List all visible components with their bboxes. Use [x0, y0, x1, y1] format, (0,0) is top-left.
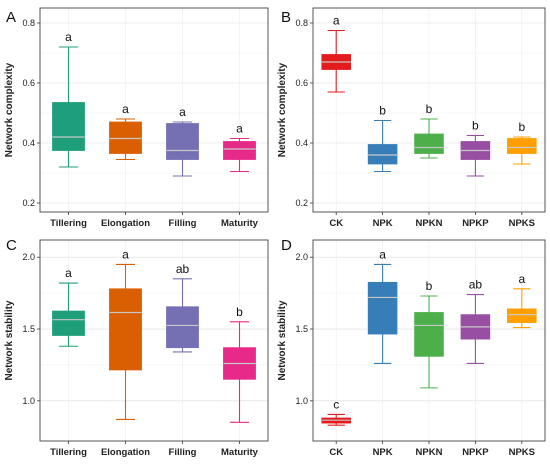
significance-letter: b [426, 102, 433, 116]
box-ck: a [321, 14, 351, 93]
x-tick-label: NPKS [509, 218, 535, 229]
box-maturity: a [223, 122, 256, 173]
panel-b: 0.2 0.4 0.6 0.8 Network complexity a CK b NPK b NP… [277, 7, 546, 229]
box-ck: c [321, 397, 351, 426]
significance-letter: b [379, 104, 386, 118]
y-tick-label: 2.0 [295, 252, 308, 262]
x-tick-label: Maturity [221, 218, 259, 229]
panel-d: 1.0 1.5 2.0 Network stability c CK a NPK b NPKN ab… [277, 237, 546, 458]
y-tick-label: 0.8 [22, 18, 35, 28]
box-npks: a [507, 272, 537, 329]
significance-letter: a [379, 247, 386, 261]
significance-letter: b [518, 120, 525, 134]
y-axis-title: Network stability [4, 300, 15, 380]
box-body [109, 288, 142, 371]
plot-frame [39, 239, 269, 442]
plot-frame [39, 7, 269, 213]
x-tick-label: CK [329, 447, 343, 458]
plot-area [40, 240, 268, 441]
plot-frame [312, 239, 546, 442]
box-body [507, 308, 537, 323]
box-npk: b [367, 104, 398, 173]
box-body [52, 310, 85, 336]
significance-letter: a [122, 102, 129, 116]
y-tick-label: 0.2 [22, 198, 35, 208]
box-body [414, 312, 444, 357]
box-body [52, 102, 85, 151]
significance-letter: b [472, 119, 479, 133]
box-body [367, 281, 398, 335]
x-tick-label: Filling [169, 218, 197, 229]
x-tick-label: Filling [169, 447, 197, 458]
panel-letter: B [281, 9, 291, 26]
box-filling: ab [166, 262, 199, 353]
significance-letter: a [65, 266, 72, 280]
x-tick-label: Elongation [101, 218, 150, 229]
box-npkn: b [414, 102, 444, 159]
y-tick-label: 1.0 [22, 396, 35, 406]
box-body [109, 121, 142, 154]
significance-letter: a [65, 30, 72, 44]
x-tick-label: NPKS [509, 447, 535, 458]
y-tick-label: 0.4 [295, 138, 308, 148]
significance-letter: b [236, 305, 243, 319]
y-axis-title: Network complexity [4, 62, 15, 157]
y-tick-label: 1.0 [295, 396, 308, 406]
x-tick-label: NPKN [416, 218, 443, 229]
box-npkn: b [414, 279, 444, 389]
significance-letter: a [236, 122, 243, 136]
box-filling: a [166, 105, 199, 177]
x-tick-label: NPK [373, 447, 393, 458]
y-tick-label: 0.6 [22, 78, 35, 88]
x-tick-label: Tillering [50, 218, 87, 229]
panel-letter: A [6, 9, 16, 26]
box-npkp: b [460, 119, 491, 177]
x-tick-label: NPKP [462, 218, 489, 229]
box-tillering: a [52, 266, 85, 347]
box-npkp: ab [460, 278, 491, 365]
plot-frame [312, 7, 546, 213]
panel-c: 1.0 1.5 2.0 Network stability a Tillering a Elo… [4, 237, 269, 458]
significance-letter: ab [176, 262, 190, 276]
significance-letter: a [518, 272, 525, 286]
box-body [367, 144, 398, 165]
y-tick-label: 0.2 [295, 198, 308, 208]
x-tick-label: NPK [373, 218, 393, 229]
box-body [414, 133, 444, 154]
panel-letter: D [281, 237, 292, 254]
y-tick-label: 0.6 [295, 78, 308, 88]
significance-letter: a [333, 14, 340, 28]
box-npks: b [507, 120, 537, 165]
box-maturity: b [223, 305, 256, 423]
x-tick-label: Maturity [221, 447, 259, 458]
x-tick-label: NPKP [462, 447, 489, 458]
panel-a: 0.2 0.4 0.6 0.8 Network complexity a Tillering… [4, 7, 269, 229]
y-tick-label: 0.4 [22, 138, 35, 148]
box-body [166, 306, 199, 349]
x-tick-label: CK [329, 218, 343, 229]
y-tick-label: 2.0 [22, 252, 35, 262]
significance-letter: a [122, 247, 129, 261]
box-body [223, 141, 256, 160]
significance-letter: a [179, 105, 186, 119]
y-tick-label: 1.5 [295, 324, 308, 334]
panel-letter: C [6, 237, 17, 254]
box-body [166, 123, 199, 160]
box-tillering: a [52, 30, 85, 168]
y-axis-title: Network stability [277, 300, 288, 380]
significance-letter: b [426, 279, 433, 293]
box-body [507, 138, 537, 154]
box-elongation: a [109, 102, 142, 161]
box-npk: a [367, 247, 398, 365]
y-tick-label: 0.8 [295, 18, 308, 28]
x-tick-label: NPKN [416, 447, 443, 458]
x-tick-label: Elongation [101, 447, 150, 458]
y-axis-title: Network complexity [277, 62, 288, 157]
box-elongation: a [109, 247, 142, 421]
x-tick-label: Tillering [50, 447, 87, 458]
y-tick-label: 1.5 [22, 324, 35, 334]
significance-letter: c [333, 397, 339, 411]
significance-letter: ab [469, 278, 483, 292]
